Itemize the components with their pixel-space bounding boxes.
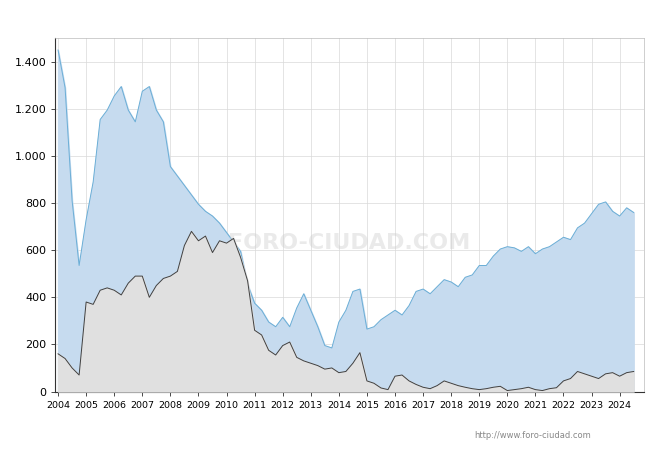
Text: Jerez de la Frontera - Evolucion del Nº de Transacciones Inmobiliarias: Jerez de la Frontera - Evolucion del Nº … [81, 10, 569, 23]
Text: FORO-CIUDAD.COM: FORO-CIUDAD.COM [228, 233, 471, 253]
Text: http://www.foro-ciudad.com: http://www.foro-ciudad.com [474, 431, 592, 440]
